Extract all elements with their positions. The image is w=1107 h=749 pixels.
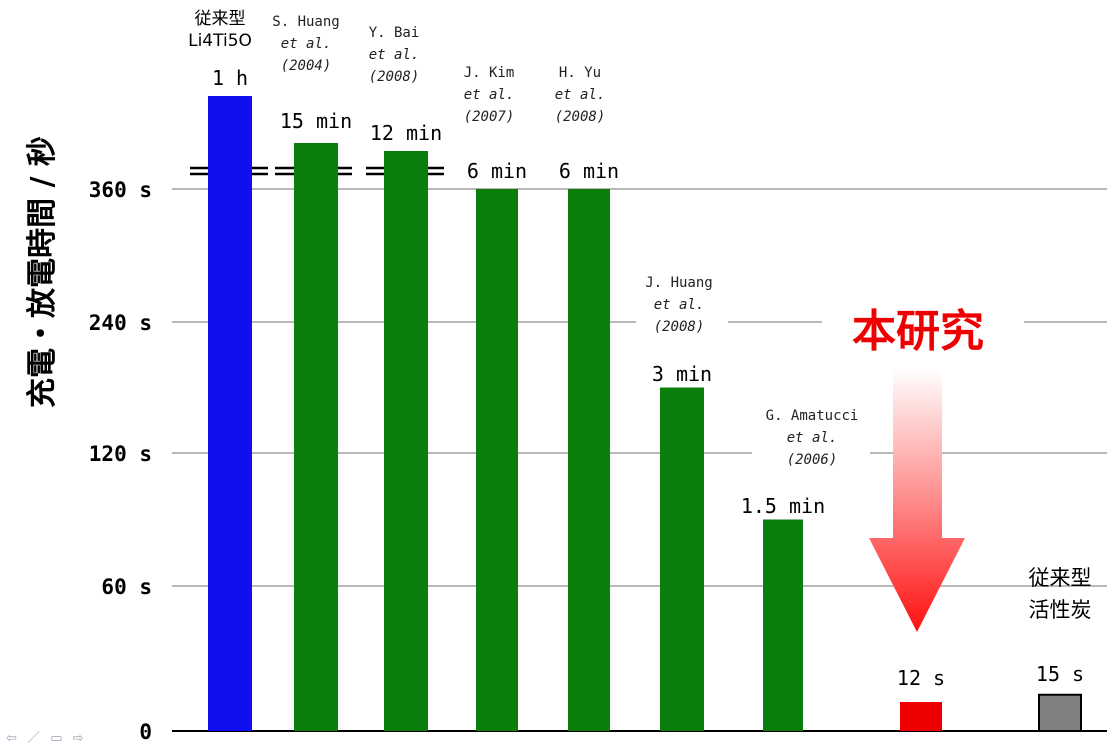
bar <box>208 96 252 731</box>
bar-source-label: J. Huang <box>645 275 712 291</box>
bar <box>763 519 803 731</box>
bar-source-label: 活性炭 <box>1029 598 1092 622</box>
bar <box>568 189 610 731</box>
study-label-background <box>822 296 1024 358</box>
prev-arrow-icon[interactable]: ⇦ <box>6 731 20 746</box>
bar <box>294 143 338 731</box>
bar-value-label: 12 min <box>370 121 442 145</box>
slide-navigation: ⇦ ／ ▭ ⇨ <box>6 727 87 746</box>
next-arrow-icon[interactable]: ⇨ <box>72 731 87 746</box>
bar <box>660 387 704 731</box>
bar <box>384 151 428 731</box>
menu-icon[interactable]: ▭ <box>50 731 66 746</box>
this-study-label: 本研究 <box>852 306 984 357</box>
y-axis-label: 充電・放電時間 / 秒 <box>25 136 60 408</box>
bar-source-label: G. Amatucci <box>766 408 859 424</box>
bar-source-label: (2008) <box>555 109 606 125</box>
bar-source-label: (2006) <box>787 452 838 468</box>
bar-source-label: et al. <box>369 47 420 63</box>
y-tick-label: 360 s <box>89 178 152 202</box>
y-tick-label: 0 <box>139 720 152 744</box>
bar-source-label: (2004) <box>281 58 332 74</box>
bars-layer <box>208 96 1082 732</box>
y-tick-label: 240 s <box>89 311 152 335</box>
pen-icon[interactable]: ／ <box>27 731 44 746</box>
bar-source-label: et al. <box>654 297 705 313</box>
y-tick-labels: 0 60 s 120 s 240 s 360 s <box>89 178 152 744</box>
bar-source-label: et al. <box>464 87 515 103</box>
bar-value-label: 15 min <box>280 109 352 133</box>
bar-value-label: 1.5 min <box>741 494 825 518</box>
bar-source-label: et al. <box>555 87 606 103</box>
bar-value-label: 6 min <box>559 159 619 183</box>
bar-value-label: 6 min <box>467 159 527 183</box>
bar-value-label: 15 s <box>1036 662 1084 686</box>
bar-source-label: J. Kim <box>464 65 515 81</box>
bar <box>476 189 518 731</box>
y-tick-label: 60 s <box>101 575 152 599</box>
bar-source-label: 従来型 <box>195 9 246 29</box>
y-tick-label: 120 s <box>89 442 152 466</box>
highlight-layer: 本研究 <box>822 296 1024 632</box>
bar-source-label: H. Yu <box>559 65 601 81</box>
bar-source-label: S. Huang <box>272 14 339 30</box>
label-background <box>752 402 870 474</box>
bar-value-label: 1 h <box>212 66 248 90</box>
bar-source-label: et al. <box>281 36 332 52</box>
bar-source-label: Y. Bai <box>369 25 420 41</box>
label-background <box>636 272 728 338</box>
bar-value-label: 3 min <box>652 362 712 386</box>
bar-source-label: (2008) <box>654 319 705 335</box>
bar-source-label: (2007) <box>464 109 515 125</box>
bar-source-label: (2008) <box>369 69 420 85</box>
bar <box>1038 693 1082 732</box>
bar-source-label: 従来型 <box>1029 566 1092 590</box>
bar-source-label: Li4Ti5O <box>188 31 252 51</box>
bar-value-label: 12 s <box>897 666 945 690</box>
bar <box>900 702 942 731</box>
bar-source-label: et al. <box>787 430 838 446</box>
highlight-arrow-icon <box>869 368 965 632</box>
